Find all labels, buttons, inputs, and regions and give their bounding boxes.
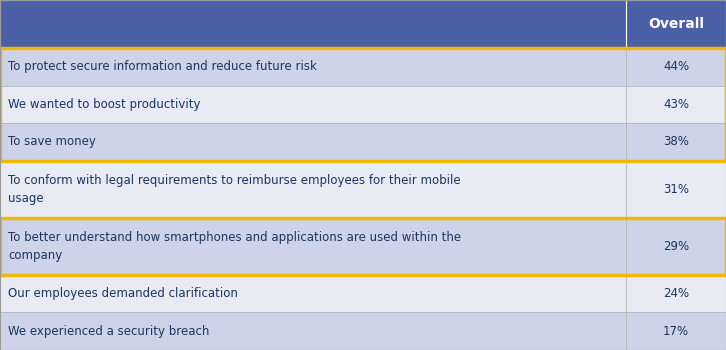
Text: 43%: 43%	[663, 98, 689, 111]
Bar	[626, 123, 726, 161]
Bar	[0, 218, 726, 275]
Text: 24%: 24%	[663, 287, 689, 300]
Text: 17%: 17%	[663, 325, 689, 338]
Text: To protect secure information and reduce future risk: To protect secure information and reduce…	[8, 60, 317, 73]
Bar	[626, 218, 726, 275]
Text: We wanted to boost productivity: We wanted to boost productivity	[8, 98, 200, 111]
Bar	[0, 48, 626, 85]
Text: Our employees demanded clarification: Our employees demanded clarification	[8, 287, 238, 300]
Text: 38%: 38%	[663, 135, 689, 148]
Bar	[0, 313, 626, 350]
Bar	[0, 123, 626, 161]
Bar	[0, 218, 626, 275]
Bar	[626, 161, 726, 218]
Text: 44%: 44%	[663, 60, 689, 73]
Bar	[0, 161, 626, 218]
Text: To better understand how smartphones and applications are used within the
compan: To better understand how smartphones and…	[8, 231, 461, 262]
Bar	[626, 0, 726, 48]
Text: To conform with legal requirements to reimburse employees for their mobile
usage: To conform with legal requirements to re…	[8, 174, 460, 205]
Bar	[0, 48, 726, 161]
Text: 31%: 31%	[663, 183, 689, 196]
Text: Overall: Overall	[648, 17, 704, 31]
Text: We experienced a security breach: We experienced a security breach	[8, 325, 209, 338]
Bar	[626, 275, 726, 313]
Bar	[0, 85, 626, 123]
Bar	[0, 0, 626, 48]
Bar	[626, 85, 726, 123]
Text: To save money: To save money	[8, 135, 96, 148]
Bar	[0, 275, 626, 313]
Bar	[626, 48, 726, 85]
Text: 29%: 29%	[663, 240, 689, 253]
Bar	[626, 313, 726, 350]
